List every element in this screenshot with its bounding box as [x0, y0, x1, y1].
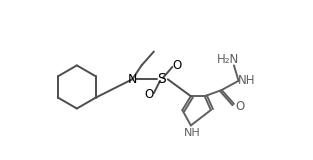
Text: NH: NH	[238, 74, 255, 87]
Text: NH: NH	[184, 128, 201, 138]
Text: O: O	[235, 100, 245, 113]
Text: O: O	[172, 59, 182, 72]
Text: N: N	[128, 73, 137, 86]
Text: O: O	[145, 88, 154, 101]
Text: S: S	[157, 72, 166, 86]
Text: H₂N: H₂N	[217, 53, 239, 66]
